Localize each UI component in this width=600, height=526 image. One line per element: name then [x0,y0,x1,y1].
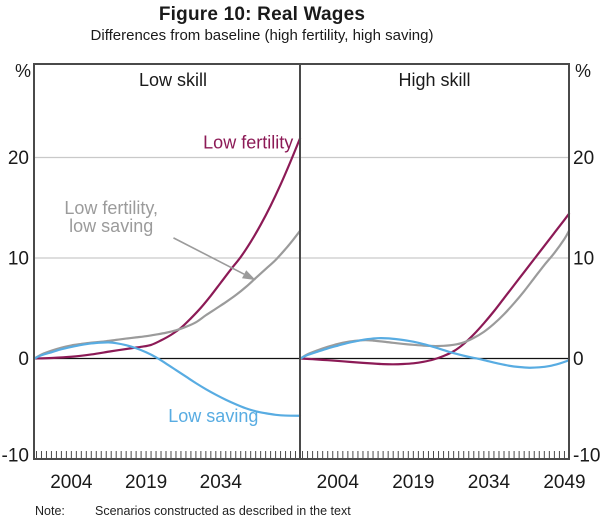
x-tick-label: 2034 [468,472,511,493]
y-tick-label-right: -10 [573,446,600,467]
annotation-arrow-line [173,237,245,275]
note-label: Note: [35,504,65,518]
panel-title-high-skill: High skill [398,70,470,90]
series-label-low-fertility-low-saving: low saving [69,216,153,236]
series-line-low-saving [299,337,571,369]
series-line-low-fertility [299,212,571,366]
series-label-low-saving: Low saving [168,406,258,426]
y-tick-label-right: 20 [573,148,594,169]
y-tick-label-left: 20 [8,148,29,169]
panel-title-low-skill: Low skill [139,70,207,90]
y-tick-label-left: 10 [8,248,29,269]
y-tick-label-left: -10 [2,446,29,467]
figure-subtitle: Differences from baseline (high fertilit… [90,27,434,44]
y-axis-unit-left: % [15,61,31,81]
x-tick-label: 2034 [200,472,243,493]
series-line-low-fertility [33,137,302,360]
x-tick-label: 2019 [392,472,434,493]
series-label-low-fertility-low-saving: Low fertility, [64,198,158,218]
x-tick-label: 2004 [317,472,360,493]
y-tick-label-right: 0 [573,349,584,370]
x-tick-label: 2004 [50,472,93,493]
series-line-low-fertility-low-saving [299,229,571,360]
annotation-arrow-head [242,270,256,281]
y-axis-unit-right: % [575,61,591,81]
series-line-low-fertility-low-saving [33,229,302,360]
series-label-low-fertility: Low fertility [203,132,293,152]
note-text: Scenarios constructed as described in th… [95,504,351,518]
note: Note: Scenarios constructed as described … [35,504,575,518]
series-line-low-saving [33,341,302,417]
plot-frame [33,63,570,460]
y-tick-label-right: 10 [573,248,594,269]
x-tick-label: 2049 [543,472,585,493]
figure-title: Figure 10: Real Wages [158,4,366,25]
y-tick-label-left: 0 [18,349,29,370]
x-tick-label: 2019 [125,472,167,493]
